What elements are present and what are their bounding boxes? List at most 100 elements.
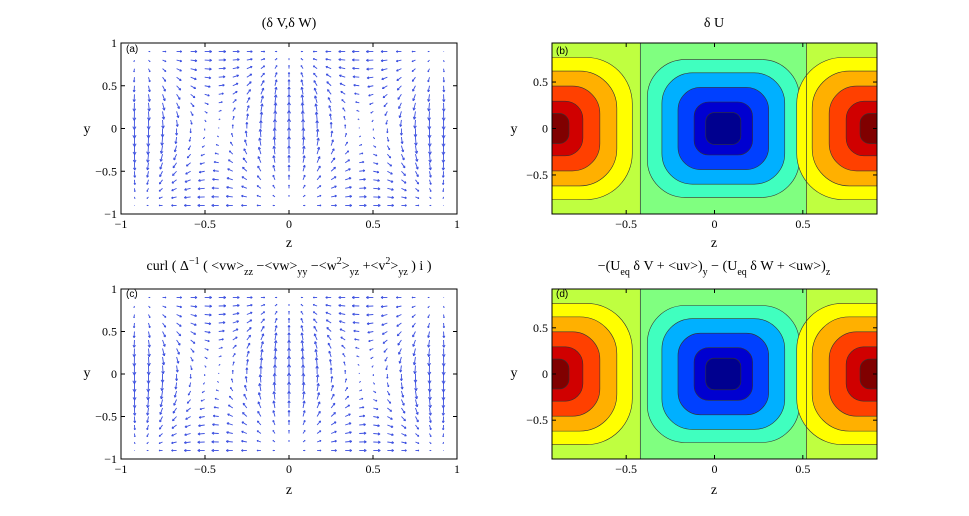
quiver-arrow [204,339,210,343]
quiver-arrow [441,119,446,130]
quiver-arrow [147,348,151,357]
panel-d-title: −(Ueq δ V + <uv>)y − (Ueq δ W + <uw>)z [598,259,831,278]
quiver-arrow [303,449,306,452]
quiver-arrow [300,325,304,332]
quiver-arrow [411,59,416,63]
quiver-arrow [345,422,352,426]
quiver-arrow [246,319,253,324]
quiver-arrow [132,339,136,348]
quiver-arrow [162,85,166,92]
quiver-arrow [273,102,278,112]
quiver-arrow [356,109,360,112]
quiver-arrow [187,390,192,396]
quiver-arrow [400,399,405,406]
quiver-arrow [327,334,332,341]
quiver-arrow [211,186,219,190]
quiver-arrow [354,338,360,341]
quiver-arrow [133,171,137,178]
quiver-arrow [158,441,163,445]
quiver-arrow [148,77,151,83]
quiver-arrow [359,144,363,147]
quiver-arrow [246,105,250,112]
quiver-arrow [396,296,402,299]
quiver-arrow [427,68,430,73]
quiver-arrow [427,348,431,357]
quiver-arrow [312,50,318,53]
quiver-arrow [272,391,276,400]
quiver-arrow [344,141,349,146]
quiver-arrow [442,77,446,83]
quiver-arrow [316,401,321,409]
quiver-arrow [325,58,332,61]
quiver-arrow [344,150,350,155]
panel-a-corner-label: (a) [126,44,138,55]
quiver-arrow [204,102,209,105]
quiver-arrow [232,320,239,324]
quiver-arrow [162,331,166,338]
quiver-arrow [176,305,183,309]
quiver-arrow [342,353,346,358]
quiver-arrow [411,305,416,309]
quiver-arrow [413,119,417,129]
quiver-arrow [133,162,137,171]
quiver-arrow [132,382,137,393]
quiver-arrow [260,50,266,53]
quiver-arrow [300,310,304,315]
quiver-arrow [171,179,177,184]
panel-c-quiver: curl ( Δ−1 ( <vw>zz −<vw>yy −<w2>yz +<v2… [84,256,461,498]
quiver-arrow [373,424,380,428]
panel-b-plot-area [551,42,878,215]
quiver-arrow [387,407,393,412]
quiver-arrow [133,424,136,431]
x-tick-label: 0.5 [366,462,381,476]
quiver-arrow [314,111,319,120]
arrows [132,295,446,453]
title-fragment: zz [244,267,253,278]
y-tick-label: 0.5 [102,325,117,339]
panel-d-ticks: −0.5 0 0.5 0.5 0 −0.5 [526,289,877,476]
title-fragment: δ V + <uv>) [630,259,703,274]
quiver-arrow [260,318,265,324]
quiver-arrow [396,314,402,318]
quiver-arrow [427,59,430,63]
quiver-arrow [300,102,305,112]
quiver-arrow [399,374,403,381]
quiver-arrow [302,410,306,417]
quiver-arrow [218,312,226,316]
quiver-arrow [300,50,304,53]
panel-b-corner-label: (b) [556,46,568,57]
quiver-arrow [442,441,444,445]
quiver-arrow [429,204,432,207]
quiver-arrow [272,449,275,452]
title-fragment: ) i ) [408,259,432,274]
quiver-arrow [256,449,261,452]
quiver-arrow [159,390,164,400]
quiver-arrow [427,339,431,348]
quiver-arrow [316,185,322,189]
quiver-arrow [300,94,305,103]
quiver-arrow [401,424,407,429]
quiver-arrow [246,311,253,315]
quiver-arrow [171,204,177,207]
quiver-arrow [359,169,366,173]
quiver-arrow [242,412,248,417]
quiver-arrow [162,348,166,357]
quiver-arrow [243,393,248,400]
quiver-arrow [202,382,206,385]
quiver-arrow [190,339,196,344]
quiver-arrow [258,383,262,392]
quiver-arrow [197,187,205,191]
quiver-arrow [380,68,388,72]
quiver-arrow [159,145,164,154]
quiver-arrow [257,392,262,400]
quiver-arrow [211,195,219,199]
quiver-arrow [260,72,265,78]
quiver-arrow [185,162,191,167]
quiver-arrow [199,162,205,165]
quiver-arrow [399,128,403,136]
quiver-arrow [246,334,251,341]
panel-c-plot-area [120,288,458,460]
quiver-arrow [330,176,337,181]
quiver-arrow [441,356,446,367]
quiver-arrow [273,340,278,349]
